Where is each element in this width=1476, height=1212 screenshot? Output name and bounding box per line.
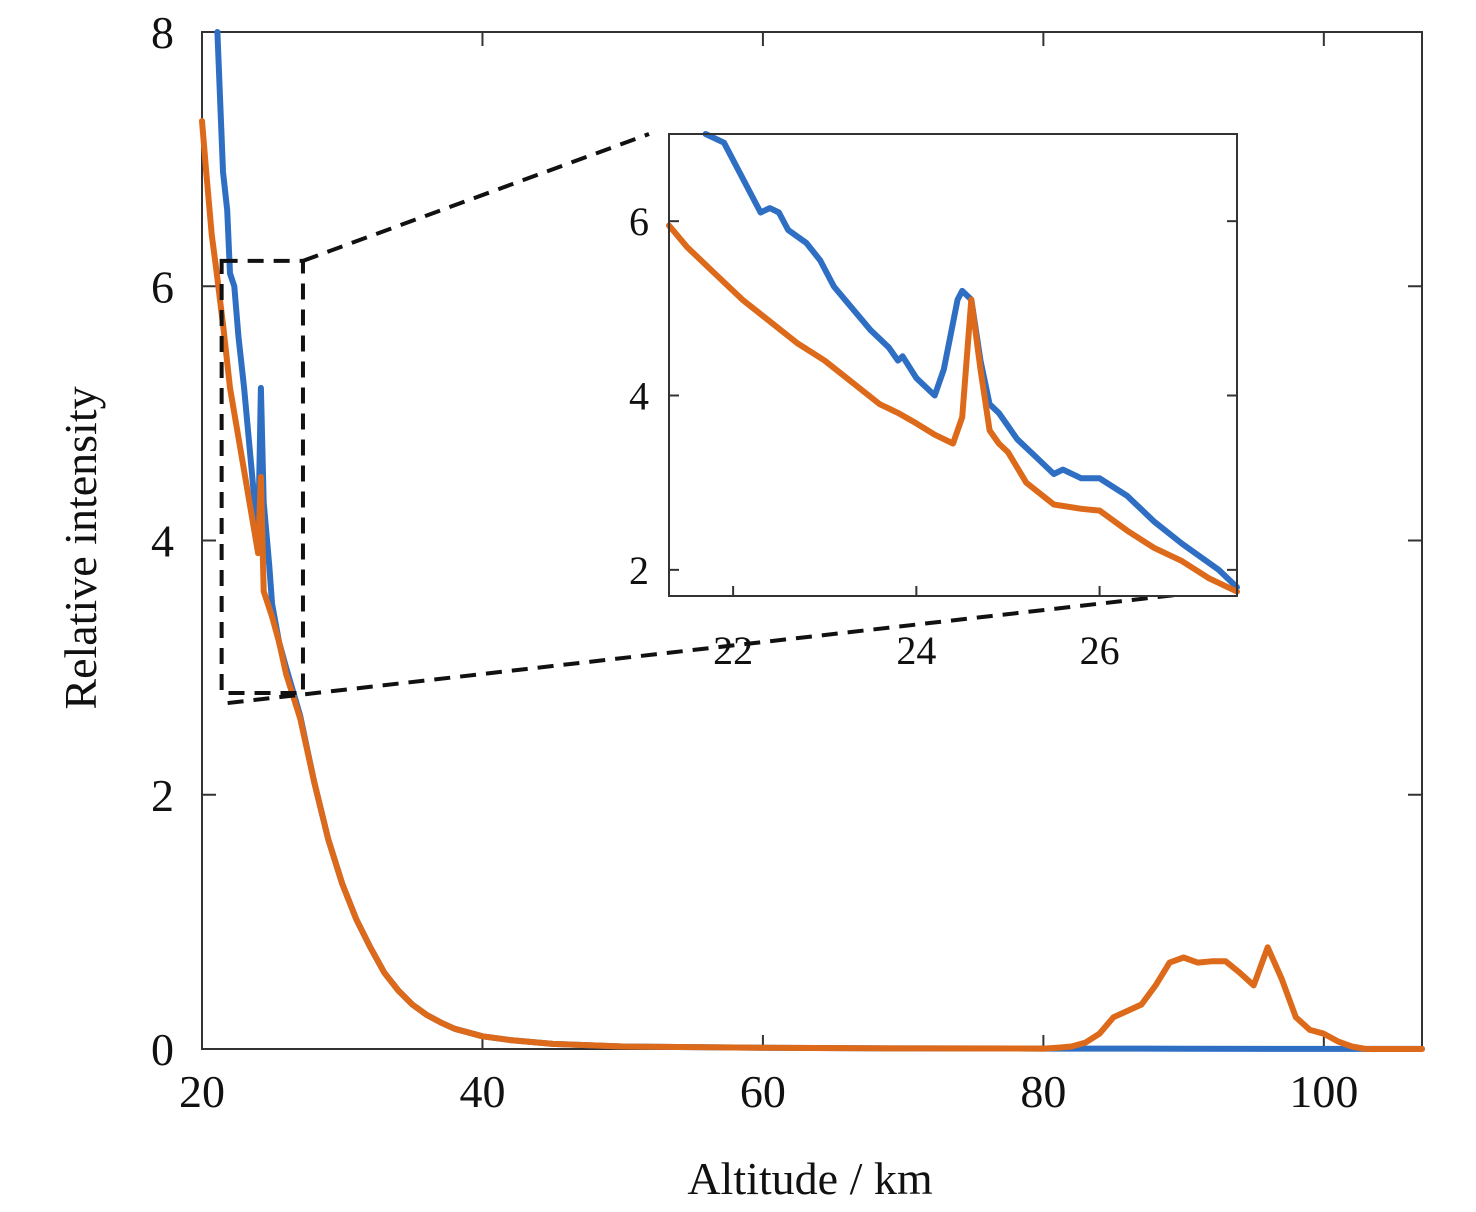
inset-x-tick-label: 26	[1080, 628, 1120, 673]
zoom-connector-top	[302, 132, 650, 263]
zoom-box	[219, 258, 305, 696]
y-tick-label: 2	[151, 770, 174, 821]
inset-x-tick-label: 24	[896, 628, 936, 673]
y-tick-label: 0	[151, 1024, 174, 1075]
x-tick-label: 80	[1020, 1066, 1066, 1117]
y-tick-label: 8	[151, 7, 174, 58]
x-tick-label: 100	[1289, 1066, 1358, 1117]
x-tick-label: 60	[740, 1066, 786, 1117]
inset-frame	[668, 133, 1238, 597]
series-line-orange	[199, 118, 1425, 1052]
main-series-lines	[199, 29, 1425, 1052]
inset-series-line-orange	[666, 222, 1240, 595]
x-tick-label: 40	[459, 1066, 505, 1117]
x-tick-label: 20	[179, 1066, 225, 1117]
inset-y-tick-label: 6	[629, 199, 649, 244]
inset-series-line-blue	[702, 131, 1240, 591]
inset-x-tick-label: 22	[713, 628, 753, 673]
inset-series-lines	[666, 131, 1240, 595]
inset-y-tick-label: 2	[629, 548, 649, 593]
inset-ticks	[669, 220, 1237, 596]
inset-y-tick-label: 4	[629, 374, 649, 419]
y-axis-label: Relative intensity	[55, 386, 106, 709]
zoom-callout	[219, 132, 1238, 706]
y-tick-label: 4	[151, 516, 174, 567]
zoom-connector-bottom	[227, 586, 1238, 706]
y-tick-label: 6	[151, 261, 174, 312]
x-axis-label: Altitude / km	[687, 1153, 933, 1204]
